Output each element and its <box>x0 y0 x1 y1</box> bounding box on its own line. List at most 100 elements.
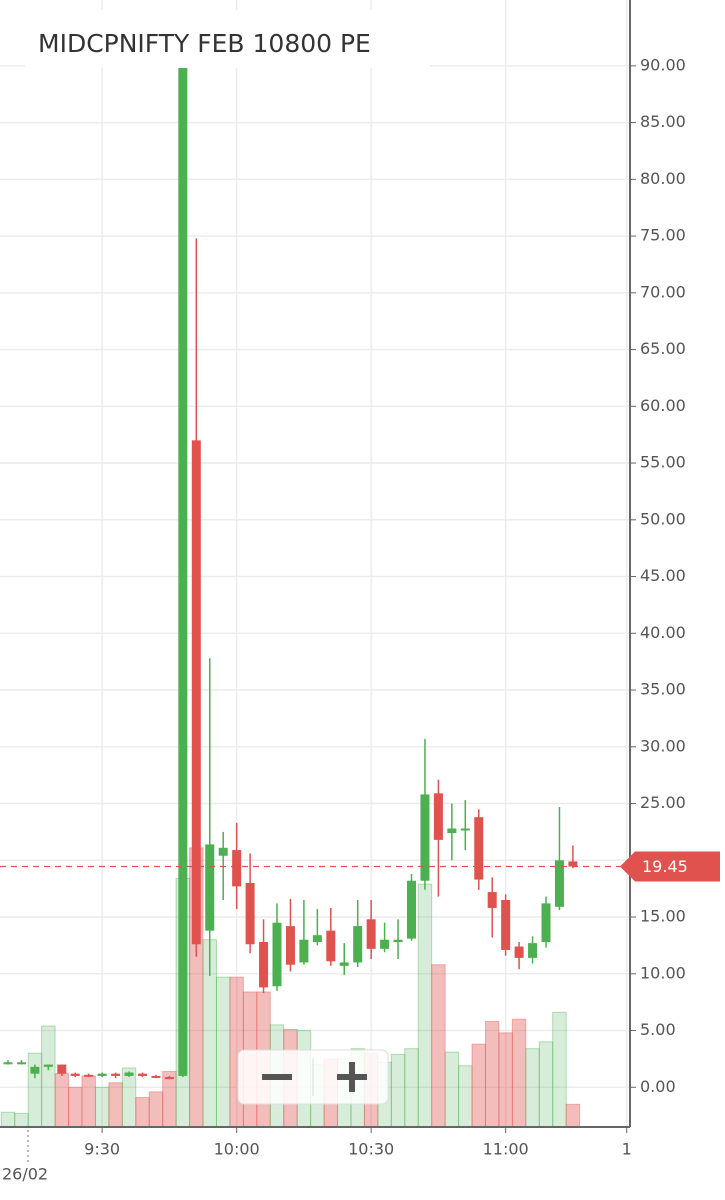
x-tick-label: 10:30 <box>348 1140 394 1159</box>
candle-body <box>407 880 416 939</box>
candle-body <box>501 900 511 950</box>
candle-body <box>43 1064 53 1067</box>
candle-body <box>447 828 457 834</box>
y-tick-label: 10.00 <box>640 963 686 982</box>
y-tick-label: 65.00 <box>640 339 686 358</box>
volume-bar <box>390 1053 406 1128</box>
candle-body <box>554 860 564 907</box>
volume-bar <box>135 1096 150 1128</box>
candle-body <box>366 919 376 949</box>
volume-bar <box>484 1020 500 1128</box>
volume-bar <box>27 1052 43 1128</box>
candle-body <box>205 844 215 931</box>
volume-bar <box>498 1032 513 1128</box>
candle-body <box>474 817 484 880</box>
y-tick-label: 5.00 <box>640 1020 676 1039</box>
candle-body <box>568 861 578 867</box>
y-tick-label: 55.00 <box>640 453 686 472</box>
zoom-in[interactable] <box>337 1062 367 1092</box>
volume-bar <box>458 1065 473 1128</box>
volume-bar <box>417 883 433 1128</box>
volume-bar <box>538 1041 554 1128</box>
volume-bar <box>41 1025 56 1128</box>
candle-body <box>138 1073 147 1076</box>
volume-bar <box>431 964 446 1128</box>
x-tick-label: 1 <box>622 1140 632 1159</box>
volume-bar <box>14 1112 29 1128</box>
candle-body <box>541 903 551 943</box>
candle-body <box>191 440 201 945</box>
candle-body <box>111 1073 121 1076</box>
candle-body <box>151 1075 161 1078</box>
y-tick-label: 85.00 <box>640 112 686 131</box>
y-tick-label: 25.00 <box>640 793 686 812</box>
y-tick-label: 40.00 <box>640 623 686 642</box>
candle-body <box>420 794 430 881</box>
candle-body <box>259 942 269 988</box>
candle-body <box>218 847 228 856</box>
candle-body <box>97 1073 107 1076</box>
y-tick-label: 45.00 <box>640 566 686 585</box>
volume-bar <box>215 976 231 1128</box>
candle-body <box>299 939 309 963</box>
candle-body <box>30 1066 40 1074</box>
candle-body <box>353 926 363 963</box>
volume-bar <box>108 1082 123 1128</box>
candle-body <box>124 1072 134 1076</box>
volume-bar <box>0 1111 16 1128</box>
x-tick-label: 10:00 <box>214 1140 260 1159</box>
x-tick-label: 11:00 <box>483 1140 529 1159</box>
y-tick-label: 0.00 <box>640 1077 676 1096</box>
y-tick-label: 15.00 <box>640 907 686 926</box>
volume-bar <box>81 1075 96 1128</box>
y-tick-label: 35.00 <box>640 680 686 699</box>
candle-body <box>16 1062 26 1065</box>
candle-body <box>393 939 403 943</box>
candle-body <box>312 935 322 943</box>
chart-title: MIDCPNIFTY FEB 10800 PE <box>38 29 371 58</box>
volume-bar <box>148 1091 164 1128</box>
candle-body <box>528 943 538 958</box>
volume-bar <box>444 1051 460 1128</box>
y-tick-label: 80.00 <box>640 169 686 188</box>
candle-body <box>272 922 282 987</box>
volume-bar <box>471 1043 486 1128</box>
candle-body <box>84 1074 94 1077</box>
volume-bar <box>54 1073 70 1128</box>
candle-body <box>380 939 390 949</box>
candle-body <box>178 65 188 1076</box>
candle-body <box>3 1062 13 1065</box>
y-tick-label: 90.00 <box>640 55 686 74</box>
candle-body <box>57 1064 67 1074</box>
x-tick-label: 9:30 <box>84 1140 120 1159</box>
volume-bar <box>162 1070 177 1128</box>
last-price-tag <box>620 851 720 882</box>
title-box <box>25 10 430 68</box>
candle-body <box>433 793 443 840</box>
volume-bar <box>565 1103 581 1128</box>
candle-body <box>460 828 470 831</box>
candle-body <box>326 930 336 962</box>
candle-body <box>232 850 242 887</box>
volume-bar <box>525 1048 540 1128</box>
candle-body <box>339 962 349 966</box>
volume-bar <box>68 1086 83 1128</box>
y-tick-label: 60.00 <box>640 396 686 415</box>
volume-bar <box>404 1048 419 1128</box>
zoom-controls <box>237 1049 389 1105</box>
candle-body <box>245 882 255 945</box>
candle-body <box>164 1077 174 1080</box>
zoom-out[interactable] <box>262 1074 292 1080</box>
candle-body <box>487 892 497 908</box>
y-tick-label: 75.00 <box>640 226 686 245</box>
volume-bar <box>511 1018 527 1128</box>
y-tick-label: 30.00 <box>640 736 686 755</box>
volume-bar <box>552 1011 567 1128</box>
y-tick-label: 50.00 <box>640 509 686 528</box>
volume-bar <box>94 1086 110 1128</box>
plot-area <box>0 0 630 1128</box>
y-tick-label: 70.00 <box>640 282 686 301</box>
date-label: 26/02 <box>2 1165 48 1184</box>
